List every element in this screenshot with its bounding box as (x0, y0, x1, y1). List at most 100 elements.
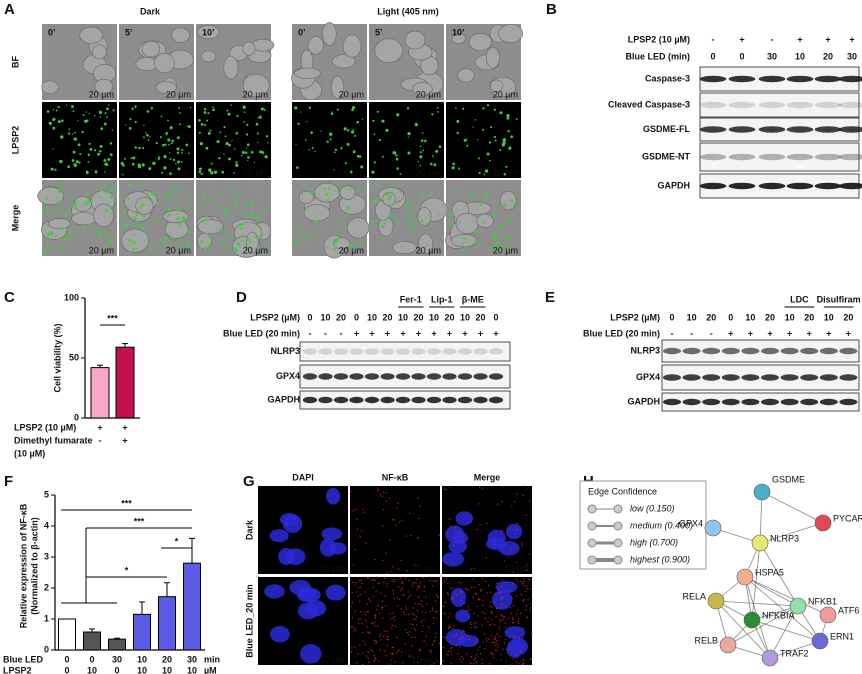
nfkb-signal (478, 583, 480, 586)
nfkb-signal (413, 618, 415, 621)
fluorescence (100, 127, 104, 131)
fluorescence (202, 196, 206, 200)
nfkb-signal (481, 487, 484, 489)
fluorescence (489, 126, 493, 129)
nfkb-signal (496, 643, 498, 645)
fluorescence (180, 245, 183, 249)
nfkb-signal (404, 628, 407, 631)
nfkb-signal (420, 600, 423, 602)
blot-band (426, 373, 442, 380)
cell-outline (242, 73, 270, 98)
blot-box (699, 92, 860, 118)
fluorescence (407, 203, 410, 205)
nfkb-signal (448, 624, 450, 626)
fluorescence (104, 246, 106, 249)
fluorescence (228, 143, 231, 147)
nfkb-signal (476, 528, 478, 531)
nfkb-signal (476, 638, 478, 640)
fluorescence (131, 107, 134, 110)
fluorescence (154, 191, 157, 194)
blot-band (302, 396, 318, 404)
lane-header-label: LPSP2 (10 µM) (628, 34, 690, 44)
fluorescence (55, 109, 58, 112)
fluorescence (57, 200, 61, 204)
nfkb-signal (529, 658, 532, 660)
fluorescence (416, 236, 419, 239)
nfkb-signal (488, 616, 490, 619)
fluorescence (420, 151, 422, 154)
condition-label: (10 µM) (14, 448, 45, 458)
nfkb-signal (390, 570, 392, 573)
fluorescence (350, 170, 354, 174)
nfkb-signal (500, 613, 503, 616)
fluorescence (256, 244, 259, 247)
lane-value: - (712, 34, 715, 44)
nfkb-signal (507, 652, 509, 654)
nfkb-signal (431, 607, 434, 609)
nucleus (325, 584, 346, 601)
fluorescence (399, 173, 402, 175)
lane-value: 10 (687, 312, 697, 322)
nfkb-signal (515, 578, 518, 580)
nfkb-signal (512, 605, 515, 607)
nfkb-signal (501, 579, 503, 581)
nfkb-signal (419, 648, 421, 650)
blot-band (682, 347, 701, 355)
blot-box (699, 142, 860, 172)
fluorescence (494, 231, 497, 234)
fluorescence (409, 210, 413, 214)
fluorescence (98, 110, 103, 114)
nfkb-signal (473, 586, 476, 589)
blot-band (699, 101, 727, 109)
time-label: 10’ (452, 27, 465, 37)
fluorescence (52, 108, 55, 111)
nfkb-signal (509, 606, 512, 609)
fluorescence (105, 208, 109, 212)
cell-outline (93, 203, 114, 228)
fluorescence (410, 228, 412, 231)
fluorescence (125, 224, 129, 228)
nucleus (319, 538, 337, 557)
fluorescence (506, 116, 510, 120)
band-label: GSDME-FL (643, 124, 690, 134)
fluorescence (182, 191, 185, 193)
fluorescence (486, 104, 490, 107)
fluorescence (210, 171, 214, 175)
nucleus (491, 589, 513, 610)
nfkb-signal (415, 615, 418, 618)
nfkb-signal (405, 535, 407, 537)
fluorescence (392, 184, 396, 188)
nfkb-signal (472, 578, 474, 580)
fluorescence (143, 124, 145, 126)
nfkb-signal (425, 596, 427, 598)
nfkb-signal (392, 612, 394, 614)
fluorescence (373, 199, 377, 203)
blot-band (741, 374, 760, 381)
condition-value: 30 (112, 654, 122, 664)
fluorescence (236, 205, 239, 208)
blot-band (800, 347, 819, 355)
cell-outline (339, 185, 356, 200)
nfkb-signal (419, 582, 421, 584)
nfkb-signal (525, 569, 528, 571)
blot-band (682, 374, 701, 381)
nfkb-signal (470, 662, 472, 665)
fluorescence (371, 170, 375, 174)
fluorescence (436, 106, 439, 109)
fluorescence (475, 216, 478, 219)
fluorescence (490, 248, 494, 251)
micrograph (292, 102, 367, 178)
fluorescence (472, 126, 474, 128)
fluorescence (164, 143, 167, 146)
fluorescence (147, 195, 150, 199)
blot-band (333, 373, 349, 380)
fluorescence (171, 139, 174, 143)
fluorescence (207, 131, 211, 135)
nfkb-signal (485, 637, 487, 640)
nfkb-signal (385, 492, 387, 494)
nfkb-signal (478, 486, 481, 488)
fluorescence (479, 212, 482, 215)
band-label: Caspase-3 (645, 73, 690, 83)
fluorescence (136, 220, 139, 223)
fluorescence (499, 111, 503, 115)
